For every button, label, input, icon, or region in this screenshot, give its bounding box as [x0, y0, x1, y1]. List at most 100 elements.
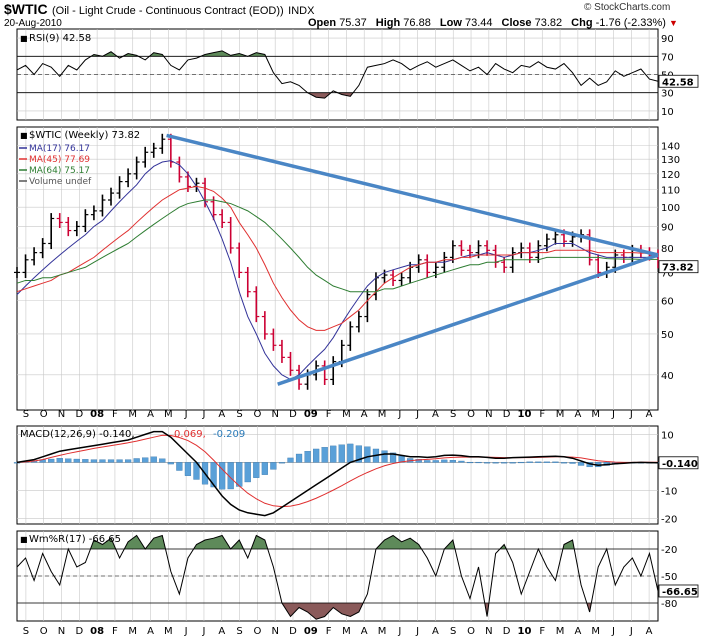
time-tick-label: O [40, 409, 48, 420]
rsi-value-label: 42.58 [662, 77, 694, 88]
trendline-lower [277, 253, 659, 386]
macd-histogram-bar [48, 458, 55, 463]
time-tick-label: J [629, 409, 633, 420]
rsi-value-label-box [658, 74, 699, 88]
macd-legend-signal: 0.069, [174, 429, 206, 440]
macd-histogram-bar [99, 459, 106, 463]
price-bar [142, 146, 149, 168]
price-bar [501, 256, 508, 273]
price-bar [424, 254, 431, 279]
time-tick-label: A [218, 626, 225, 637]
macd-histogram-bar [569, 462, 576, 464]
price-bar [184, 171, 191, 193]
macd-histogram-bar [184, 462, 192, 476]
close-value: 73.82 [534, 17, 563, 29]
price-bar [73, 221, 80, 237]
time-tick-label: 09 [304, 626, 318, 637]
low-value: 73.44 [464, 17, 493, 29]
time-tick-label: J [415, 409, 419, 420]
macd-histogram-bar [330, 445, 337, 463]
time-tick-label: A [361, 409, 368, 420]
macd-histogram-bar [236, 462, 243, 487]
price-bar [159, 133, 166, 154]
time-tick-label: N [58, 409, 65, 420]
open-label: Open [308, 17, 337, 29]
time-tick-label: N [271, 409, 278, 420]
macd-histogram-bar [244, 462, 251, 483]
time-tick-label: S [450, 626, 456, 637]
macd-histogram-bar [65, 458, 72, 463]
time-tick-label: J [629, 626, 633, 637]
price-bar [65, 217, 72, 237]
time-tick-label: A [147, 409, 154, 420]
macd-histogram-bar [261, 462, 268, 475]
macd-histogram-bar [458, 460, 465, 463]
price-bar [321, 360, 328, 386]
moving-average-ma64 [16, 199, 659, 293]
price-bar [116, 176, 123, 199]
macd-histogram-bar [509, 462, 516, 464]
macd-histogram-bar [475, 461, 482, 464]
macd-histogram-bar [577, 462, 585, 466]
time-tick-label: 08 [90, 409, 104, 420]
time-tick-label: M [128, 626, 137, 637]
value-tick-label: 90 [661, 222, 674, 233]
time-tick-label: J [397, 626, 401, 637]
value-tick-label: 60 [661, 297, 674, 308]
macd-histogram-bar [364, 446, 371, 463]
willr-lower-fill [281, 603, 592, 620]
time-tick-label: O [253, 409, 261, 420]
price-legend-item: Volume undef [29, 177, 92, 187]
value-tick-label: -20 [661, 514, 677, 525]
macd-histogram-bar [389, 452, 397, 463]
time-tick-label: D [503, 409, 511, 420]
rsi-legend-swatch: ■ [20, 34, 28, 43]
time-tick-label: A [147, 626, 154, 637]
macd-histogram-bar [253, 462, 260, 478]
rsi-legend: RSI(9) 42.58 [29, 33, 91, 44]
price-title: $WTIC (Weekly) 73.82 [29, 130, 140, 141]
price-bar [236, 242, 243, 279]
price-bar [518, 242, 525, 259]
price-bar [466, 244, 473, 259]
price-bar [56, 213, 63, 229]
time-tick-label: 10 [517, 626, 531, 637]
macd-histogram-bar [543, 461, 550, 463]
time-tick-label: N [485, 626, 492, 637]
price-bar [167, 133, 174, 168]
time-tick-label: O [467, 409, 475, 420]
time-tick-label: O [467, 626, 475, 637]
ohlc-summary: Open 75.37 High 76.88 Low 73.44 Close 73… [308, 17, 678, 29]
value-tick-label: 10 [661, 107, 674, 118]
time-tick-label: F [326, 409, 332, 420]
price-bar [364, 289, 371, 323]
time-tick-label: S [236, 409, 242, 420]
time-tick-label: S [23, 409, 29, 420]
time-tick-label: J [201, 409, 205, 420]
time-tick-label: A [361, 626, 368, 637]
high-value: 76.88 [403, 17, 431, 29]
time-tick-label: A [574, 626, 581, 637]
watermark: © StockCharts.com [584, 2, 671, 13]
time-tick-label: M [556, 409, 565, 420]
price-bar [125, 168, 132, 188]
price-bar [39, 238, 46, 259]
time-tick-label: M [591, 626, 600, 637]
macd-histogram-bar [441, 459, 448, 463]
value-tick-label: 100 [661, 203, 680, 214]
value-tick-label: 70 [661, 268, 674, 279]
price-bar [219, 209, 226, 229]
macd-histogram-bar [355, 445, 362, 463]
price-value-label: 73.82 [662, 263, 694, 274]
value-tick-label: 30 [661, 89, 674, 100]
macd-histogram-bar [82, 459, 89, 463]
value-tick-label: -10 [661, 486, 677, 497]
time-tick-label: M [164, 626, 173, 637]
price-bar [133, 156, 140, 180]
time-tick-label: J [184, 409, 188, 420]
panel-frame-macd [16, 425, 659, 525]
time-tick-label: 09 [304, 409, 318, 420]
chart-date: 20-Aug-2010 [4, 18, 62, 29]
time-tick-label: 08 [90, 626, 104, 637]
price-bar [244, 267, 251, 298]
